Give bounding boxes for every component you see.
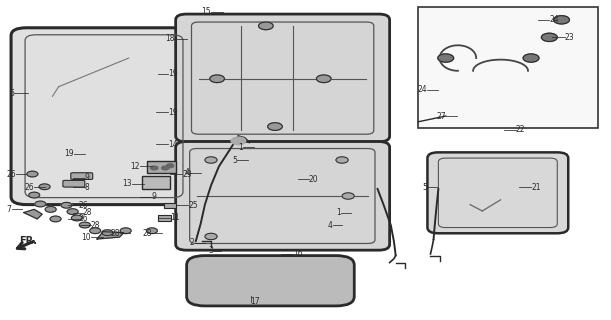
- Circle shape: [541, 33, 557, 42]
- Text: 19: 19: [169, 69, 178, 78]
- Circle shape: [71, 215, 82, 221]
- Bar: [419, 7, 598, 128]
- Text: 25: 25: [188, 201, 198, 210]
- Text: 28: 28: [91, 221, 100, 230]
- Circle shape: [147, 228, 158, 234]
- Text: 10: 10: [81, 233, 91, 242]
- Polygon shape: [97, 232, 124, 239]
- Text: 2: 2: [190, 238, 194, 247]
- Circle shape: [151, 166, 158, 170]
- Text: 24: 24: [418, 85, 428, 94]
- Text: 16: 16: [293, 250, 303, 259]
- Circle shape: [45, 206, 56, 212]
- Circle shape: [79, 222, 90, 228]
- Circle shape: [50, 216, 61, 222]
- Text: 26: 26: [24, 183, 34, 192]
- Text: 1: 1: [336, 208, 341, 217]
- Circle shape: [336, 157, 348, 163]
- Text: 26: 26: [6, 170, 16, 179]
- FancyBboxPatch shape: [186, 256, 354, 306]
- Circle shape: [438, 54, 453, 62]
- Circle shape: [258, 22, 273, 30]
- Circle shape: [523, 54, 539, 62]
- Text: 28: 28: [83, 208, 92, 217]
- Circle shape: [205, 157, 217, 163]
- Text: 24: 24: [549, 15, 559, 24]
- Circle shape: [35, 201, 46, 207]
- Text: 1: 1: [238, 143, 243, 152]
- Text: 28: 28: [110, 229, 120, 238]
- Text: 20: 20: [309, 175, 318, 184]
- FancyBboxPatch shape: [175, 14, 390, 142]
- Circle shape: [167, 164, 174, 168]
- Text: 5: 5: [423, 183, 428, 192]
- FancyBboxPatch shape: [428, 152, 568, 233]
- Text: FR.: FR.: [19, 236, 37, 246]
- Text: 28: 28: [142, 229, 152, 238]
- Circle shape: [205, 233, 217, 240]
- Circle shape: [231, 137, 246, 145]
- Circle shape: [120, 228, 131, 234]
- Text: 8: 8: [85, 183, 90, 192]
- Text: 29: 29: [182, 170, 192, 179]
- Text: 15: 15: [202, 7, 211, 16]
- Text: 19: 19: [64, 149, 74, 158]
- Text: 27: 27: [436, 112, 445, 121]
- Text: 18: 18: [165, 35, 174, 44]
- Text: 4: 4: [185, 168, 189, 177]
- Text: 4: 4: [328, 221, 333, 230]
- Text: 19: 19: [169, 108, 178, 117]
- Bar: [142, 176, 170, 189]
- Text: 7: 7: [7, 205, 12, 214]
- Text: 26: 26: [79, 201, 89, 210]
- Text: 26: 26: [79, 214, 89, 223]
- Circle shape: [162, 166, 169, 170]
- Text: 12: 12: [130, 162, 140, 171]
- Text: 9: 9: [152, 192, 157, 201]
- FancyBboxPatch shape: [63, 180, 85, 187]
- FancyBboxPatch shape: [11, 28, 197, 204]
- Text: 5: 5: [232, 156, 237, 164]
- Circle shape: [268, 123, 282, 130]
- Text: 21: 21: [531, 183, 541, 192]
- Circle shape: [61, 202, 72, 208]
- Text: 17: 17: [251, 297, 260, 306]
- Circle shape: [554, 16, 569, 24]
- Text: 11: 11: [170, 213, 180, 222]
- Circle shape: [90, 228, 101, 234]
- Text: 22: 22: [516, 125, 525, 134]
- Text: 9: 9: [85, 173, 90, 182]
- FancyBboxPatch shape: [71, 173, 93, 180]
- Circle shape: [29, 192, 40, 198]
- Circle shape: [342, 193, 354, 199]
- Circle shape: [210, 75, 224, 83]
- Circle shape: [102, 230, 113, 236]
- Polygon shape: [24, 209, 42, 219]
- Bar: [158, 215, 172, 221]
- FancyBboxPatch shape: [175, 141, 390, 250]
- Circle shape: [67, 209, 78, 214]
- Text: 14: 14: [169, 140, 178, 148]
- Text: 6: 6: [9, 89, 14, 98]
- Circle shape: [316, 75, 331, 83]
- Text: 3: 3: [208, 246, 213, 255]
- Circle shape: [39, 184, 50, 190]
- Circle shape: [27, 171, 38, 177]
- Text: 13: 13: [122, 180, 132, 188]
- Text: 23: 23: [565, 33, 574, 42]
- Bar: [147, 161, 176, 173]
- Bar: [164, 203, 176, 208]
